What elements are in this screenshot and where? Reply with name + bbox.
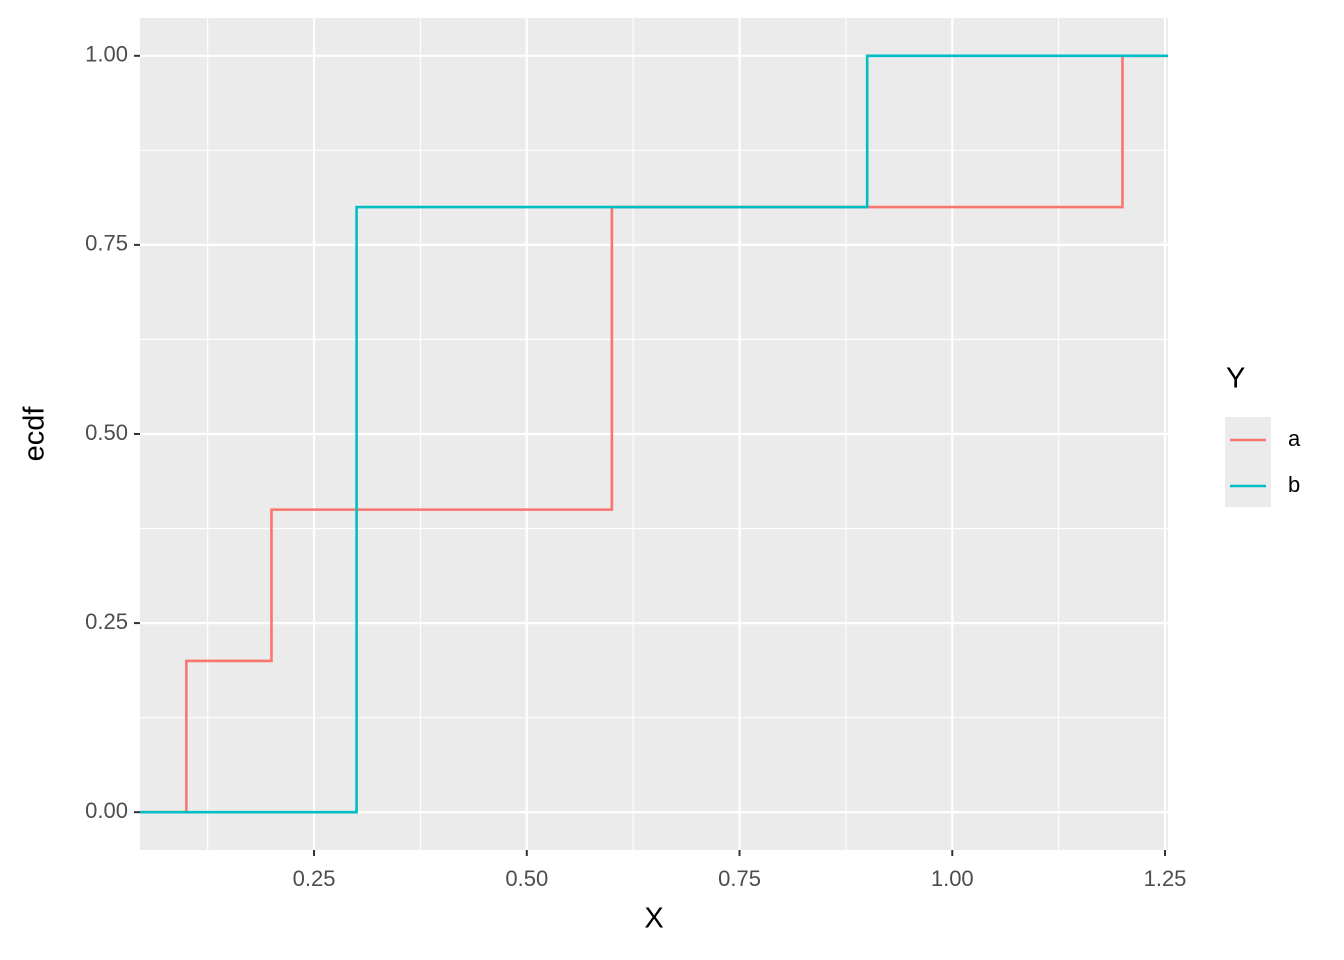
x-tick-label: 1.25 [1144,866,1187,891]
x-tick-label: 1.00 [931,866,974,891]
y-axis-title: ecdf [19,406,51,462]
y-tick-label: 0.50 [85,420,128,445]
step-line [140,54,1168,814]
legend-key-bg [1225,417,1271,507]
axes: 0.25 0.50 0.75 1.00 1.25 0.00 0.25 0.50 0.75 1.00 [85,42,1186,891]
legend-label: b [1288,472,1300,497]
x-tick-label: 0.75 [718,866,761,891]
legend: Y ab [1225,363,1301,507]
x-tick-label: 0.25 [293,866,336,891]
x-tick-label: 0.50 [505,866,548,891]
y-tick-label: 0.00 [85,798,128,823]
legend-title: Y [1226,363,1245,395]
step-line [140,54,1168,814]
legend-label: a [1288,426,1301,451]
x-axis-title: X [644,903,663,935]
y-tick-label: 1.00 [85,42,128,67]
lines [140,54,1168,814]
y-tick-label: 0.25 [85,609,128,634]
y-tick-label: 0.75 [85,231,128,256]
